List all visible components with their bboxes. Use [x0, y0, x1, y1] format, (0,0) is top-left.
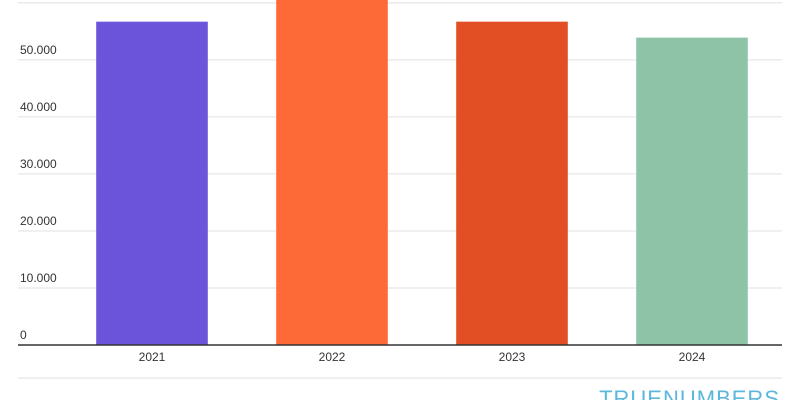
- y-tick-label: 10.000: [20, 271, 57, 285]
- bar: [636, 37, 748, 346]
- x-tick-label: 2024: [679, 350, 706, 364]
- bar: [276, 0, 388, 345]
- x-tick-label: 2022: [319, 350, 346, 364]
- y-tick-label: 30.000: [20, 157, 57, 171]
- y-tick-label: 0: [20, 328, 27, 342]
- watermark: TRUENUMBERS: [599, 386, 780, 400]
- x-tick-label: 2021: [139, 350, 166, 364]
- y-tick-label: 50.000: [20, 43, 57, 57]
- y-tick-label: 20.000: [20, 214, 57, 228]
- bar: [456, 21, 568, 345]
- y-tick-label: 40.000: [20, 100, 57, 114]
- bar: [96, 21, 208, 345]
- x-tick-label: 2023: [499, 350, 526, 364]
